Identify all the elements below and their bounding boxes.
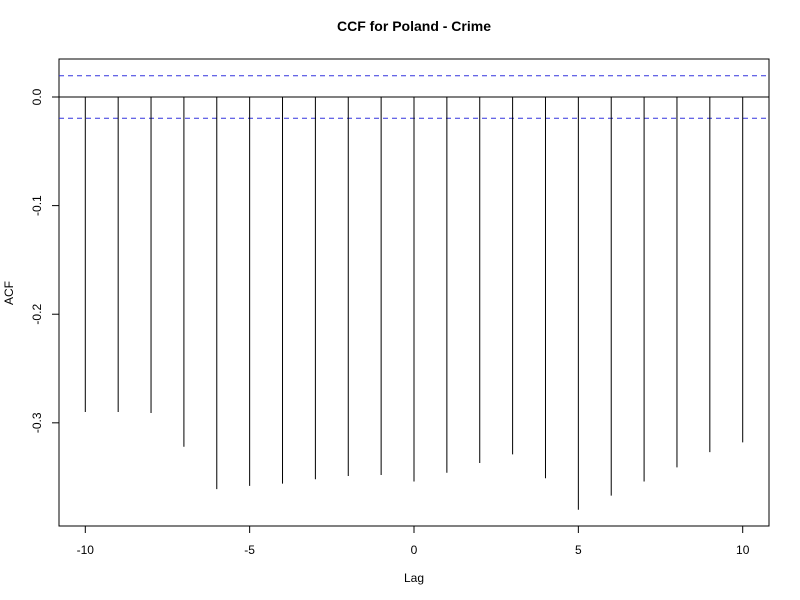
x-tick-label: 0 xyxy=(411,543,418,557)
chart-title: CCF for Poland - Crime xyxy=(337,18,491,34)
y-axis: 0.0 -0.1 -0.2 -0.3 xyxy=(30,88,59,433)
x-tick-label: 10 xyxy=(736,543,750,557)
y-tick-label: -0.3 xyxy=(30,412,44,433)
x-axis: -10 -5 0 5 10 xyxy=(77,526,750,557)
y-tick-label: -0.1 xyxy=(30,195,44,216)
y-axis-label: ACF xyxy=(2,281,16,305)
x-tick-label: 5 xyxy=(575,543,582,557)
x-tick-label: -10 xyxy=(77,543,95,557)
x-tick-label: -5 xyxy=(244,543,255,557)
x-axis-label: Lag xyxy=(404,571,424,585)
y-tick-label: 0.0 xyxy=(30,88,44,105)
y-tick-label: -0.2 xyxy=(30,304,44,325)
ccf-spikes xyxy=(84,97,744,510)
